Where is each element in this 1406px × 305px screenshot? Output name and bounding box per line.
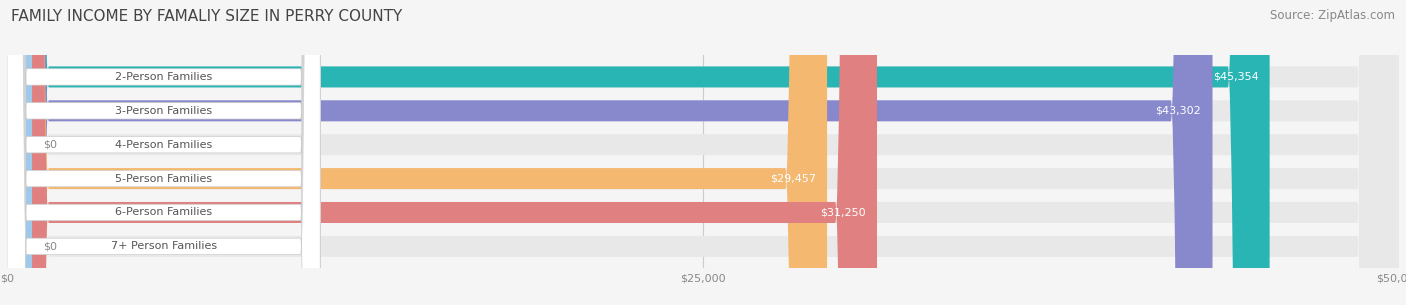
Text: $45,354: $45,354	[1213, 72, 1258, 82]
Text: $0: $0	[44, 241, 58, 251]
FancyBboxPatch shape	[7, 0, 32, 305]
FancyBboxPatch shape	[7, 0, 321, 305]
FancyBboxPatch shape	[7, 0, 321, 305]
FancyBboxPatch shape	[7, 0, 877, 305]
Text: 3-Person Families: 3-Person Families	[115, 106, 212, 116]
FancyBboxPatch shape	[7, 0, 1399, 305]
FancyBboxPatch shape	[7, 0, 1270, 305]
Text: 2-Person Families: 2-Person Families	[115, 72, 212, 82]
Text: Source: ZipAtlas.com: Source: ZipAtlas.com	[1270, 9, 1395, 22]
FancyBboxPatch shape	[7, 0, 32, 305]
Text: $43,302: $43,302	[1156, 106, 1201, 116]
FancyBboxPatch shape	[7, 0, 1399, 305]
Text: $0: $0	[44, 140, 58, 150]
Text: $29,457: $29,457	[770, 174, 815, 184]
FancyBboxPatch shape	[7, 0, 1399, 305]
Text: 7+ Person Families: 7+ Person Families	[111, 241, 217, 251]
FancyBboxPatch shape	[7, 0, 321, 305]
FancyBboxPatch shape	[7, 0, 1399, 305]
FancyBboxPatch shape	[7, 0, 321, 305]
FancyBboxPatch shape	[7, 0, 1212, 305]
FancyBboxPatch shape	[7, 0, 321, 305]
Text: 6-Person Families: 6-Person Families	[115, 207, 212, 217]
Text: 4-Person Families: 4-Person Families	[115, 140, 212, 150]
Text: $31,250: $31,250	[820, 207, 866, 217]
FancyBboxPatch shape	[7, 0, 827, 305]
FancyBboxPatch shape	[7, 0, 1399, 305]
FancyBboxPatch shape	[7, 0, 321, 305]
Text: 5-Person Families: 5-Person Families	[115, 174, 212, 184]
Text: FAMILY INCOME BY FAMALIY SIZE IN PERRY COUNTY: FAMILY INCOME BY FAMALIY SIZE IN PERRY C…	[11, 9, 402, 24]
FancyBboxPatch shape	[7, 0, 1399, 305]
